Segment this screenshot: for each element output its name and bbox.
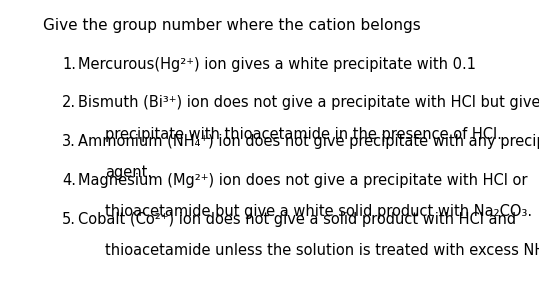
Text: Give the group number where the cation belongs: Give the group number where the cation b… [43, 18, 421, 33]
Text: Cobalt (Co²⁺) ion does not give a solid product with HCl and: Cobalt (Co²⁺) ion does not give a solid … [78, 212, 516, 226]
Text: thioacetamide but give a white solid product with Na₂CO₃.: thioacetamide but give a white solid pro… [105, 204, 532, 219]
Text: Mercurous(Hg²⁺) ion gives a white precipitate with 0.1: Mercurous(Hg²⁺) ion gives a white precip… [78, 57, 481, 72]
Text: Ammonium (NH₄⁺) ion does not give precipitate with any precipitating: Ammonium (NH₄⁺) ion does not give precip… [78, 134, 539, 149]
Text: Magnesium (Mg²⁺) ion does not give a precipitate with HCl or: Magnesium (Mg²⁺) ion does not give a pre… [78, 173, 528, 188]
Text: 5.: 5. [62, 212, 76, 226]
Text: Bismuth (Bi³⁺) ion does not give a precipitate with HCl but gives a black: Bismuth (Bi³⁺) ion does not give a preci… [78, 95, 539, 110]
Text: precipitate with thioacetamide in the presence of HCl.: precipitate with thioacetamide in the pr… [105, 127, 502, 142]
Text: 4.: 4. [62, 173, 76, 188]
Text: 2.: 2. [62, 95, 76, 110]
Text: 1.: 1. [62, 57, 76, 72]
Text: thioacetamide unless the solution is treated with excess NH4OH.: thioacetamide unless the solution is tre… [105, 243, 539, 258]
Text: agent.: agent. [105, 165, 152, 180]
Text: 3.: 3. [62, 134, 76, 149]
